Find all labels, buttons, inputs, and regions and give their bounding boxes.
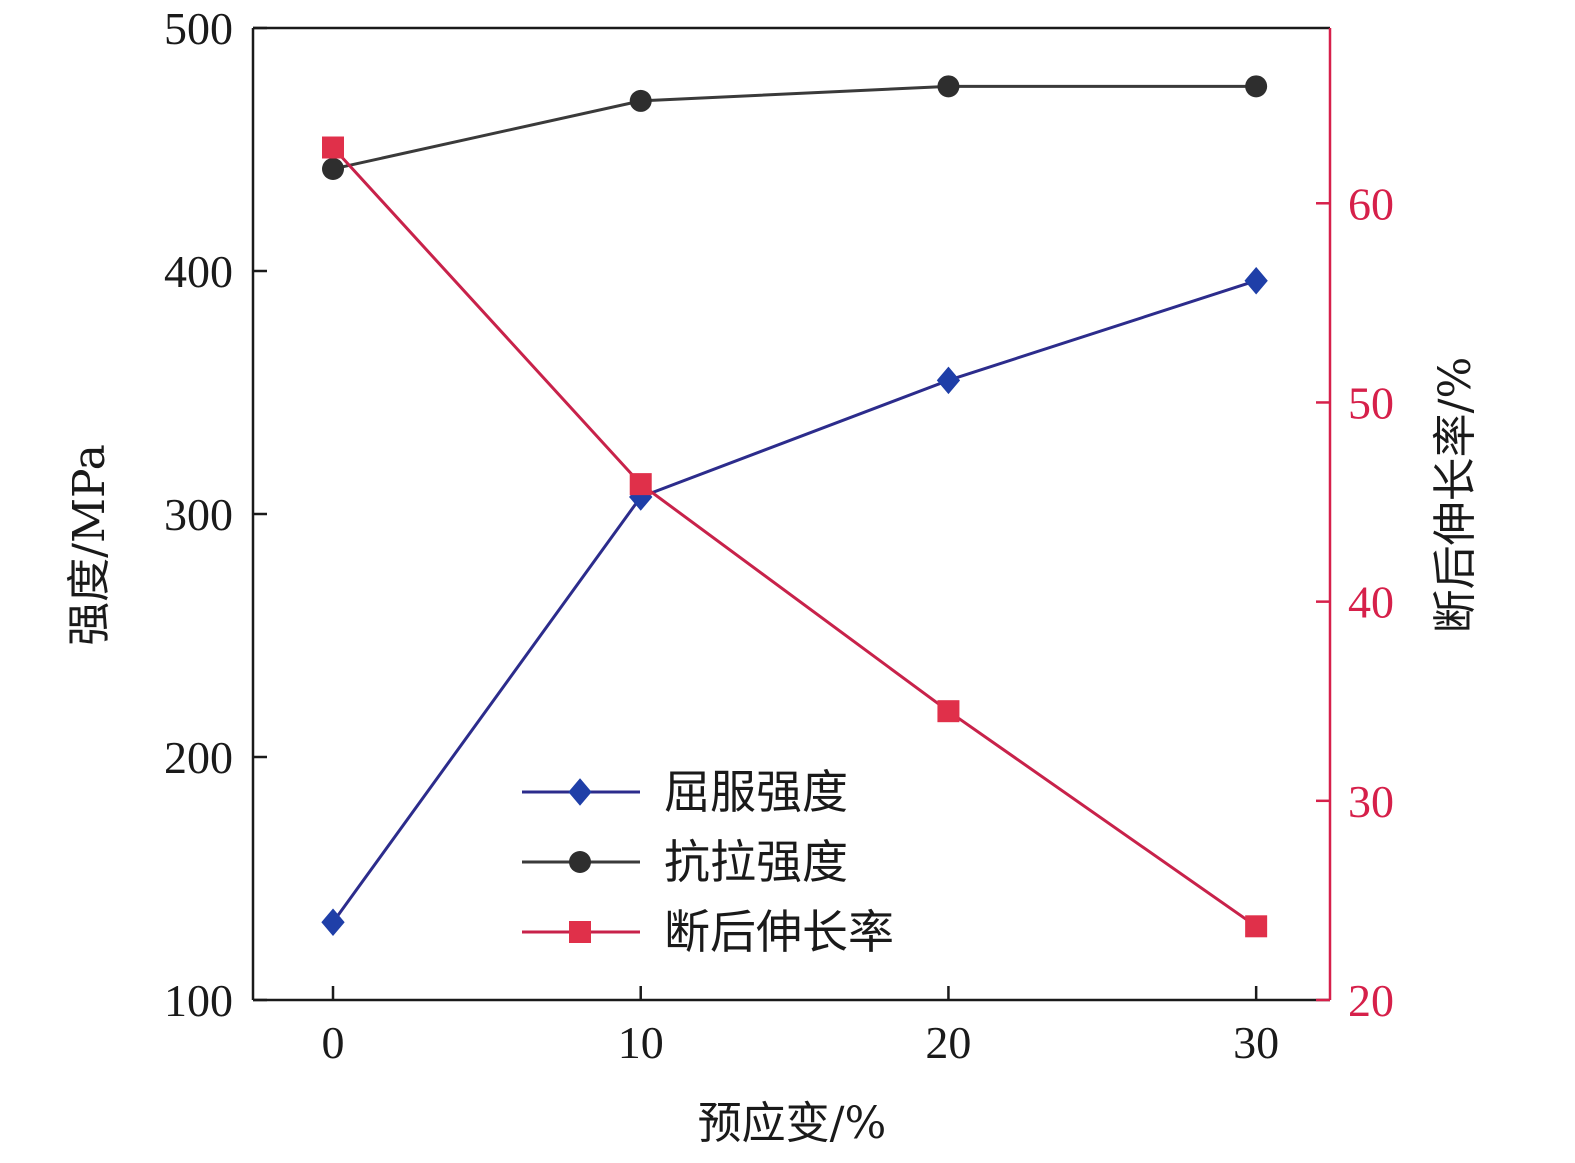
legend-label: 抗拉强度 bbox=[664, 835, 848, 889]
data-point bbox=[321, 908, 345, 937]
x-tick-label: 30 bbox=[1233, 1017, 1279, 1068]
right-y-tick-label: 40 bbox=[1348, 577, 1394, 628]
series-line bbox=[332, 84, 1257, 171]
right-y-tick-label: 60 bbox=[1348, 178, 1394, 229]
legend-label: 断后伸长率 bbox=[664, 905, 894, 959]
data-point bbox=[937, 700, 960, 723]
x-tick-label: 0 bbox=[322, 1017, 345, 1068]
data-point bbox=[1245, 915, 1268, 938]
data-point bbox=[629, 89, 652, 112]
legend-entry: 抗拉强度 bbox=[522, 835, 848, 889]
right-y-tick-label: 30 bbox=[1348, 776, 1394, 827]
data-point bbox=[937, 75, 960, 98]
x-tick-label: 20 bbox=[925, 1017, 971, 1068]
data-point bbox=[322, 157, 345, 180]
x-tick-label: 10 bbox=[618, 1017, 664, 1068]
left-y-axis-ticks: 100 200 300 400 500 bbox=[164, 3, 267, 1026]
legend-marker bbox=[569, 851, 591, 873]
data-point bbox=[322, 136, 345, 159]
left-y-tick-label: 500 bbox=[164, 3, 233, 54]
series-3 bbox=[322, 136, 1268, 938]
right-y-axis-title: 断后伸长率/% bbox=[1430, 357, 1481, 634]
left-y-axis-title: 强度/MPa bbox=[64, 444, 115, 646]
right-y-axis-ticks: 20 30 40 50 60 bbox=[1316, 178, 1394, 1026]
x-axis-ticks: 0 10 20 30 bbox=[322, 986, 1279, 1068]
left-y-tick-label: 200 bbox=[164, 732, 233, 783]
legend-label: 屈服强度 bbox=[664, 765, 848, 819]
left-y-tick-label: 300 bbox=[164, 489, 233, 540]
series-line bbox=[331, 279, 1257, 924]
left-y-tick-label: 100 bbox=[164, 975, 233, 1026]
legend-entry: 屈服强度 bbox=[522, 765, 848, 819]
data-point bbox=[1244, 266, 1268, 295]
right-y-tick-label: 50 bbox=[1348, 377, 1394, 428]
right-y-tick-label: 20 bbox=[1348, 975, 1394, 1026]
legend-marker bbox=[569, 921, 591, 943]
x-axis-title: 预应变/% bbox=[698, 1098, 887, 1149]
data-point bbox=[1245, 75, 1268, 98]
series-line bbox=[331, 146, 1258, 928]
series-2 bbox=[322, 75, 1268, 180]
data-point bbox=[629, 473, 652, 496]
data-point bbox=[936, 366, 961, 395]
legend-entry: 断后伸长率 bbox=[522, 905, 894, 959]
series-1 bbox=[321, 266, 1268, 937]
legend-marker bbox=[568, 778, 592, 806]
series-layer bbox=[321, 75, 1268, 938]
left-y-tick-label: 400 bbox=[164, 246, 233, 297]
